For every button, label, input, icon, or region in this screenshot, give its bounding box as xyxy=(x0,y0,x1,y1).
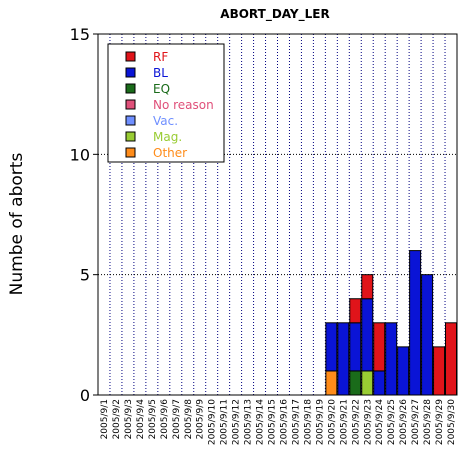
x-tick-label: 2005/9/20 xyxy=(327,399,337,445)
x-ticks: 2005/9/1 2005/9/2 2005/9/3 2005/9/4 2005/9/5… xyxy=(100,399,457,445)
x-tick-label: 2005/9/7 xyxy=(172,399,182,439)
x-tick-label: 2005/9/26 xyxy=(399,399,409,445)
x-tick-label: 2005/9/10 xyxy=(208,399,218,445)
x-tick-label: 2005/9/18 xyxy=(303,399,313,445)
bar-eq xyxy=(349,370,362,396)
legend-swatch xyxy=(125,67,136,78)
legend-label: RF xyxy=(153,50,168,64)
plot-frame xyxy=(97,33,458,396)
y-tick-label: 10 xyxy=(70,145,90,164)
legend-label: Other xyxy=(153,146,187,160)
x-tick-label: 2005/9/11 xyxy=(220,399,230,445)
x-tick-label: 2005/9/2 xyxy=(112,399,122,439)
bar-bl xyxy=(325,322,338,372)
bar-bl xyxy=(409,250,422,396)
x-tick-label: 2005/9/23 xyxy=(363,399,373,445)
y-tick-label: 15 xyxy=(70,25,90,44)
x-tick-label: 2005/9/14 xyxy=(256,399,266,445)
bar-bl xyxy=(385,322,398,396)
x-tick-label: 2005/9/3 xyxy=(124,399,134,439)
x-tick-label: 2005/9/16 xyxy=(279,399,289,445)
x-tick-label: 2005/9/21 xyxy=(339,399,349,445)
x-tick-label: 2005/9/8 xyxy=(184,399,194,440)
bar-rf xyxy=(361,274,374,300)
x-tick-label: 2005/9/12 xyxy=(232,399,242,445)
x-tick-label: 2005/9/29 xyxy=(435,399,445,445)
legend-label: BL xyxy=(153,66,168,80)
x-tick-label: 2005/9/9 xyxy=(196,399,206,440)
y-ticks: 0 5 10 15 xyxy=(70,25,98,405)
x-tick-label: 2005/9/17 xyxy=(291,399,301,445)
x-tick-label: 2005/9/5 xyxy=(148,399,158,439)
legend-label: Vac. xyxy=(153,114,178,128)
bar-rf xyxy=(373,322,386,372)
bar-rf xyxy=(433,346,446,396)
bar-bl xyxy=(361,298,374,372)
bar-other xyxy=(325,370,338,396)
bar-bl xyxy=(397,346,410,396)
x-tick-label: 2005/9/15 xyxy=(268,399,278,445)
x-tick-label: 2005/9/6 xyxy=(160,399,170,440)
legend-label: No reason xyxy=(153,98,214,112)
legend-swatch xyxy=(125,115,136,126)
bar-bl xyxy=(421,274,434,396)
legend-label: EQ xyxy=(153,82,170,96)
bar-bl xyxy=(373,370,386,396)
y-tick-label: 0 xyxy=(80,386,90,405)
bar-bl xyxy=(349,322,362,372)
legend-swatch xyxy=(125,147,136,158)
legend-label: Mag. xyxy=(153,130,182,144)
y-tick-label: 5 xyxy=(80,266,90,285)
x-tick-label: 2005/9/4 xyxy=(136,399,146,440)
bar-rf xyxy=(349,298,362,324)
legend-swatch xyxy=(125,83,136,94)
bars xyxy=(325,250,458,396)
x-tick-label: 2005/9/27 xyxy=(411,399,421,445)
legend-swatch xyxy=(125,131,136,142)
legend-swatch xyxy=(125,99,136,110)
legend: RF BL EQ No reason Vac. Mag. Other xyxy=(107,43,225,163)
bar-mag xyxy=(361,370,374,396)
x-tick-label: 2005/9/25 xyxy=(387,399,397,445)
x-tick-label: 2005/9/22 xyxy=(351,399,361,445)
bar-rf xyxy=(445,322,458,396)
x-tick-label: 2005/9/19 xyxy=(315,399,325,445)
x-tick-label: 2005/9/24 xyxy=(375,399,385,445)
x-tick-label: 2005/9/30 xyxy=(447,399,457,445)
x-tick-label: 2005/9/1 xyxy=(100,399,110,439)
bar-bl xyxy=(337,322,350,396)
y-axis-label: Numbe of aborts xyxy=(7,153,27,296)
legend-swatch xyxy=(125,51,136,62)
chart-title: ABORT_DAY_LER xyxy=(220,7,329,22)
x-tick-label: 2005/9/28 xyxy=(423,399,433,445)
x-tick-label: 2005/9/13 xyxy=(244,399,254,445)
